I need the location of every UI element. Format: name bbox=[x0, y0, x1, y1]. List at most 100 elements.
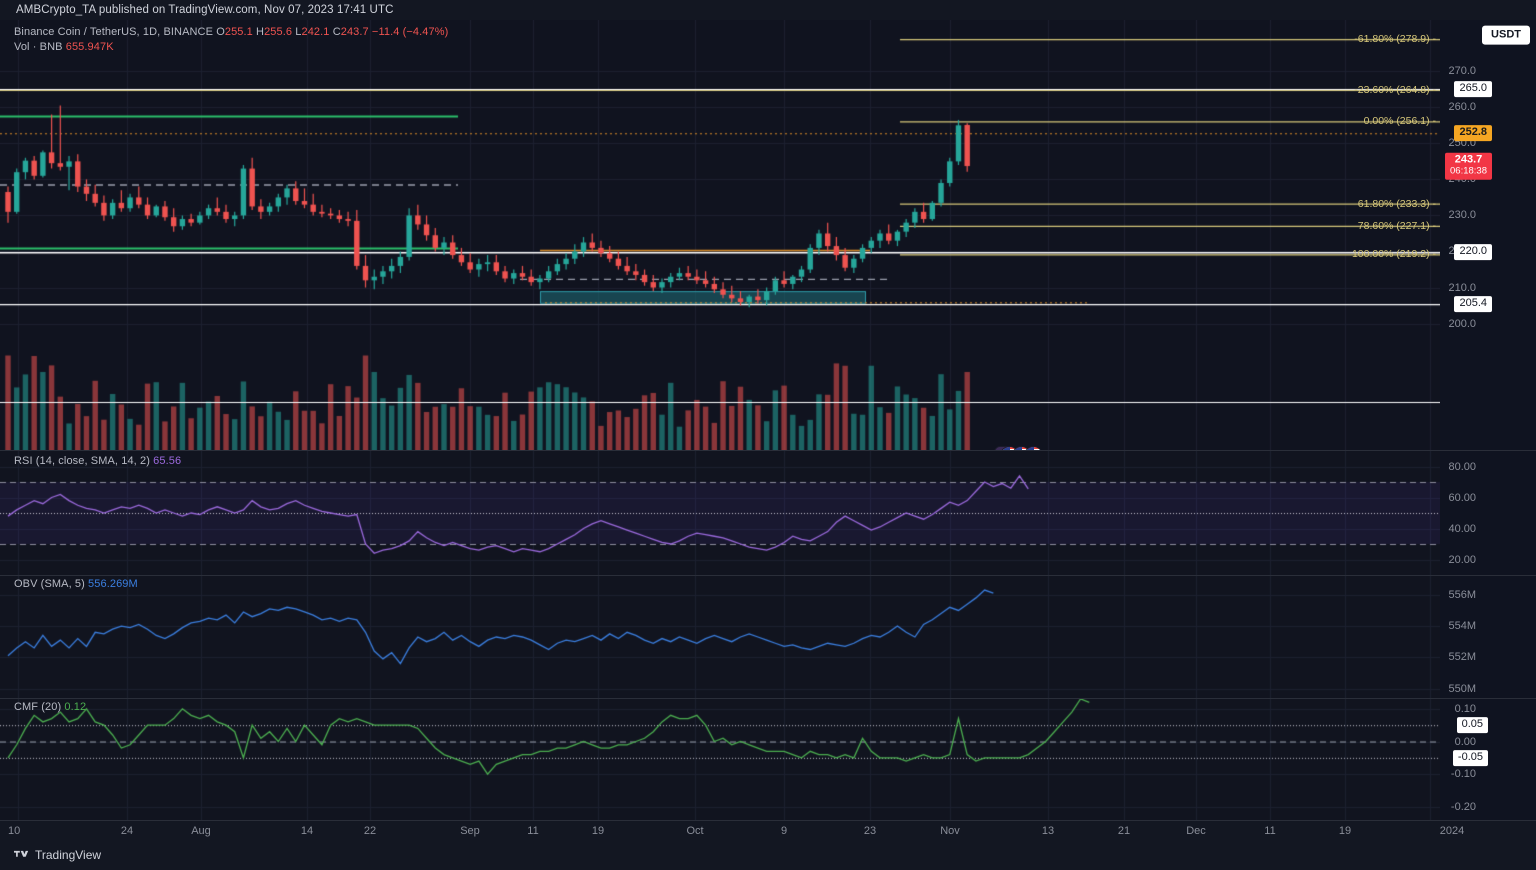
pane-divider[interactable] bbox=[0, 698, 1536, 699]
time-tick-11: 11 bbox=[527, 825, 539, 837]
rsi-canvas bbox=[0, 451, 1440, 575]
time-tick-21: 21 bbox=[1117, 825, 1131, 837]
time-tick-10: 10 bbox=[8, 825, 21, 837]
ohlc-o-value: 255.1 bbox=[224, 26, 253, 38]
cmf-tick-0.10: 0.10 bbox=[1454, 702, 1476, 715]
orange-level[interactable]: 252.8 bbox=[1454, 125, 1492, 142]
time-tick-19: 19 bbox=[1338, 825, 1352, 837]
fib-label-219.2: 100.00% (219.2) - bbox=[1351, 248, 1436, 261]
fib-label-256.1: 0.00% (256.1) - bbox=[1363, 115, 1436, 128]
rsi-tick-80.00: 80.00 bbox=[1448, 460, 1476, 473]
tradingview-logo-icon bbox=[14, 850, 29, 857]
rsi-pane[interactable] bbox=[0, 451, 1440, 575]
last-price[interactable]: 243.7 06:18:38 bbox=[1445, 152, 1492, 180]
price-pane[interactable]: -61.80% (278.9) - -23.60% (264.8) - 0.00% … bbox=[0, 20, 1440, 450]
rsi-tick-40.00: 40.00 bbox=[1448, 522, 1476, 535]
fib-label-227.1: 78.60% (227.1) - bbox=[1357, 219, 1436, 232]
cmf-tick-0.00: 0.00 bbox=[1454, 735, 1476, 748]
ohlc-c-value: 243.7 bbox=[340, 26, 369, 38]
price-tick-200.0: 200.0 bbox=[1448, 317, 1476, 330]
us-flag-icon[interactable] bbox=[1024, 446, 1043, 450]
fib-label-264.8: -23.60% (264.8) - bbox=[1354, 84, 1436, 96]
orange-level-text: 252.8 bbox=[1459, 126, 1487, 139]
price-axis[interactable]: USDT 270.0260.0250.0240.0230.0220.0210.0… bbox=[1440, 20, 1536, 820]
time-tick-Aug: Aug bbox=[191, 825, 211, 837]
white-level-205[interactable]: 205.4 bbox=[1454, 296, 1492, 312]
time-tick-9: 9 bbox=[780, 825, 788, 837]
time-tick-22: 22 bbox=[363, 825, 377, 837]
cmf-canvas bbox=[0, 699, 1440, 820]
rsi-legend-label: RSI (14, close, SMA, 14, 2) bbox=[14, 455, 150, 467]
time-tick-Oct: Oct bbox=[686, 825, 704, 837]
time-tick-14: 14 bbox=[300, 825, 314, 837]
time-tick-11: 11 bbox=[1264, 825, 1276, 837]
pane-divider[interactable] bbox=[0, 450, 1536, 451]
symbol-legend[interactable]: Binance Coin / TetherUS, 1D, BINANCE O25… bbox=[14, 26, 448, 38]
volume-value: 655.947K bbox=[65, 41, 114, 53]
cmf-band-tag--0.05[interactable]: -0.05 bbox=[1452, 750, 1488, 766]
footer: TradingView bbox=[0, 842, 1536, 870]
obv-tick-550M: 550M bbox=[1448, 682, 1476, 695]
obv-value: 556.269M bbox=[88, 578, 138, 590]
publisher-byline: AMBCrypto_TA published on TradingView.co… bbox=[16, 4, 394, 16]
white-level-265[interactable]: 265.0 bbox=[1454, 81, 1492, 98]
volume-legend[interactable]: Vol · BNB 655.947K bbox=[14, 41, 114, 53]
price-tick-270.0: 270.0 bbox=[1448, 65, 1476, 78]
cmf-legend[interactable]: CMF (20) 0.12 bbox=[14, 701, 86, 713]
time-tick-Dec: Dec bbox=[1186, 825, 1206, 837]
price-change: −11.4 (−4.47%) bbox=[371, 26, 449, 38]
ohlc-h-label: H bbox=[256, 26, 265, 38]
time-tick-23: 23 bbox=[863, 825, 877, 837]
obv-tick-556M: 556M bbox=[1448, 588, 1476, 601]
pane-divider[interactable] bbox=[0, 575, 1536, 576]
white-level-205-text: 205.4 bbox=[1459, 297, 1487, 310]
obv-pane[interactable] bbox=[0, 576, 1440, 698]
obv-tick-552M: 552M bbox=[1448, 651, 1476, 664]
obv-legend-label: OBV (SMA, 5) bbox=[14, 578, 85, 590]
white-level-220-text: 220.0 bbox=[1459, 245, 1487, 258]
obv-tick-554M: 554M bbox=[1448, 620, 1476, 633]
rsi-value: 65.56 bbox=[153, 455, 182, 467]
time-axis[interactable]: 10 24 Aug 14 22 Sep 11 19 Oct 9 23 Nov 13 21 Dec 11 19 20… bbox=[0, 820, 1536, 842]
last-price-countdown: 06:18:38 bbox=[1450, 165, 1487, 177]
rsi-tick-60.00: 60.00 bbox=[1448, 491, 1476, 504]
ohlc-h-value: 255.6 bbox=[264, 26, 293, 38]
time-tick-2024: 2024 bbox=[1439, 825, 1465, 837]
cmf-band-tag-0.05[interactable]: 0.05 bbox=[1456, 717, 1488, 733]
last-price-text: 243.7 bbox=[1454, 153, 1483, 166]
ohlc-o-label: O bbox=[216, 26, 225, 38]
brand-text: TradingView bbox=[35, 848, 102, 862]
time-tick-Sep: Sep bbox=[460, 825, 480, 837]
price-candles-canvas bbox=[0, 20, 1440, 450]
time-tick-24: 24 bbox=[120, 825, 134, 837]
obv-legend[interactable]: OBV (SMA, 5) 556.269M bbox=[14, 578, 138, 590]
time-tick-Nov: Nov bbox=[940, 825, 960, 837]
cmf-value: 0.12 bbox=[64, 701, 87, 713]
volume-label: Vol · BNB bbox=[14, 41, 63, 53]
rsi-legend[interactable]: RSI (14, close, SMA, 14, 2) 65.56 bbox=[14, 455, 181, 467]
symbol-title: Binance Coin / TetherUS, 1D, BINANCE bbox=[14, 26, 214, 38]
rsi-tick-20.00: 20.00 bbox=[1448, 553, 1476, 566]
price-tick-230.0: 230.0 bbox=[1448, 209, 1476, 222]
chart-area[interactable]: -61.80% (278.9) - -23.60% (264.8) - 0.00% … bbox=[0, 20, 1536, 820]
obv-canvas bbox=[0, 576, 1440, 698]
cmf-tick--0.10: -0.10 bbox=[1450, 768, 1476, 781]
price-tick-210.0: 210.0 bbox=[1448, 281, 1476, 294]
cmf-tick--0.20: -0.20 bbox=[1450, 800, 1476, 813]
white-level-220[interactable]: 220.0 bbox=[1454, 244, 1492, 261]
ohlc-l-label: L bbox=[295, 26, 302, 38]
white-level-265-text: 265.0 bbox=[1459, 82, 1487, 95]
cmf-pane[interactable] bbox=[0, 699, 1440, 820]
time-tick-19: 19 bbox=[591, 825, 605, 837]
currency-badge[interactable]: USDT bbox=[1482, 25, 1530, 45]
cmf-legend-label: CMF (20) bbox=[14, 701, 62, 713]
ohlc-l-value: 242.1 bbox=[301, 26, 330, 38]
fib-label-278.9: -61.80% (278.9) - bbox=[1354, 33, 1436, 46]
tradingview-logo[interactable]: TradingView bbox=[14, 848, 101, 862]
time-tick-13: 13 bbox=[1041, 825, 1055, 837]
price-tick-260.0: 260.0 bbox=[1448, 101, 1476, 114]
fib-label-233.3: 61.80% (233.3) - bbox=[1357, 197, 1436, 210]
ohlc-c-label: C bbox=[332, 26, 341, 38]
economic-event-flags[interactable] bbox=[993, 446, 1043, 450]
